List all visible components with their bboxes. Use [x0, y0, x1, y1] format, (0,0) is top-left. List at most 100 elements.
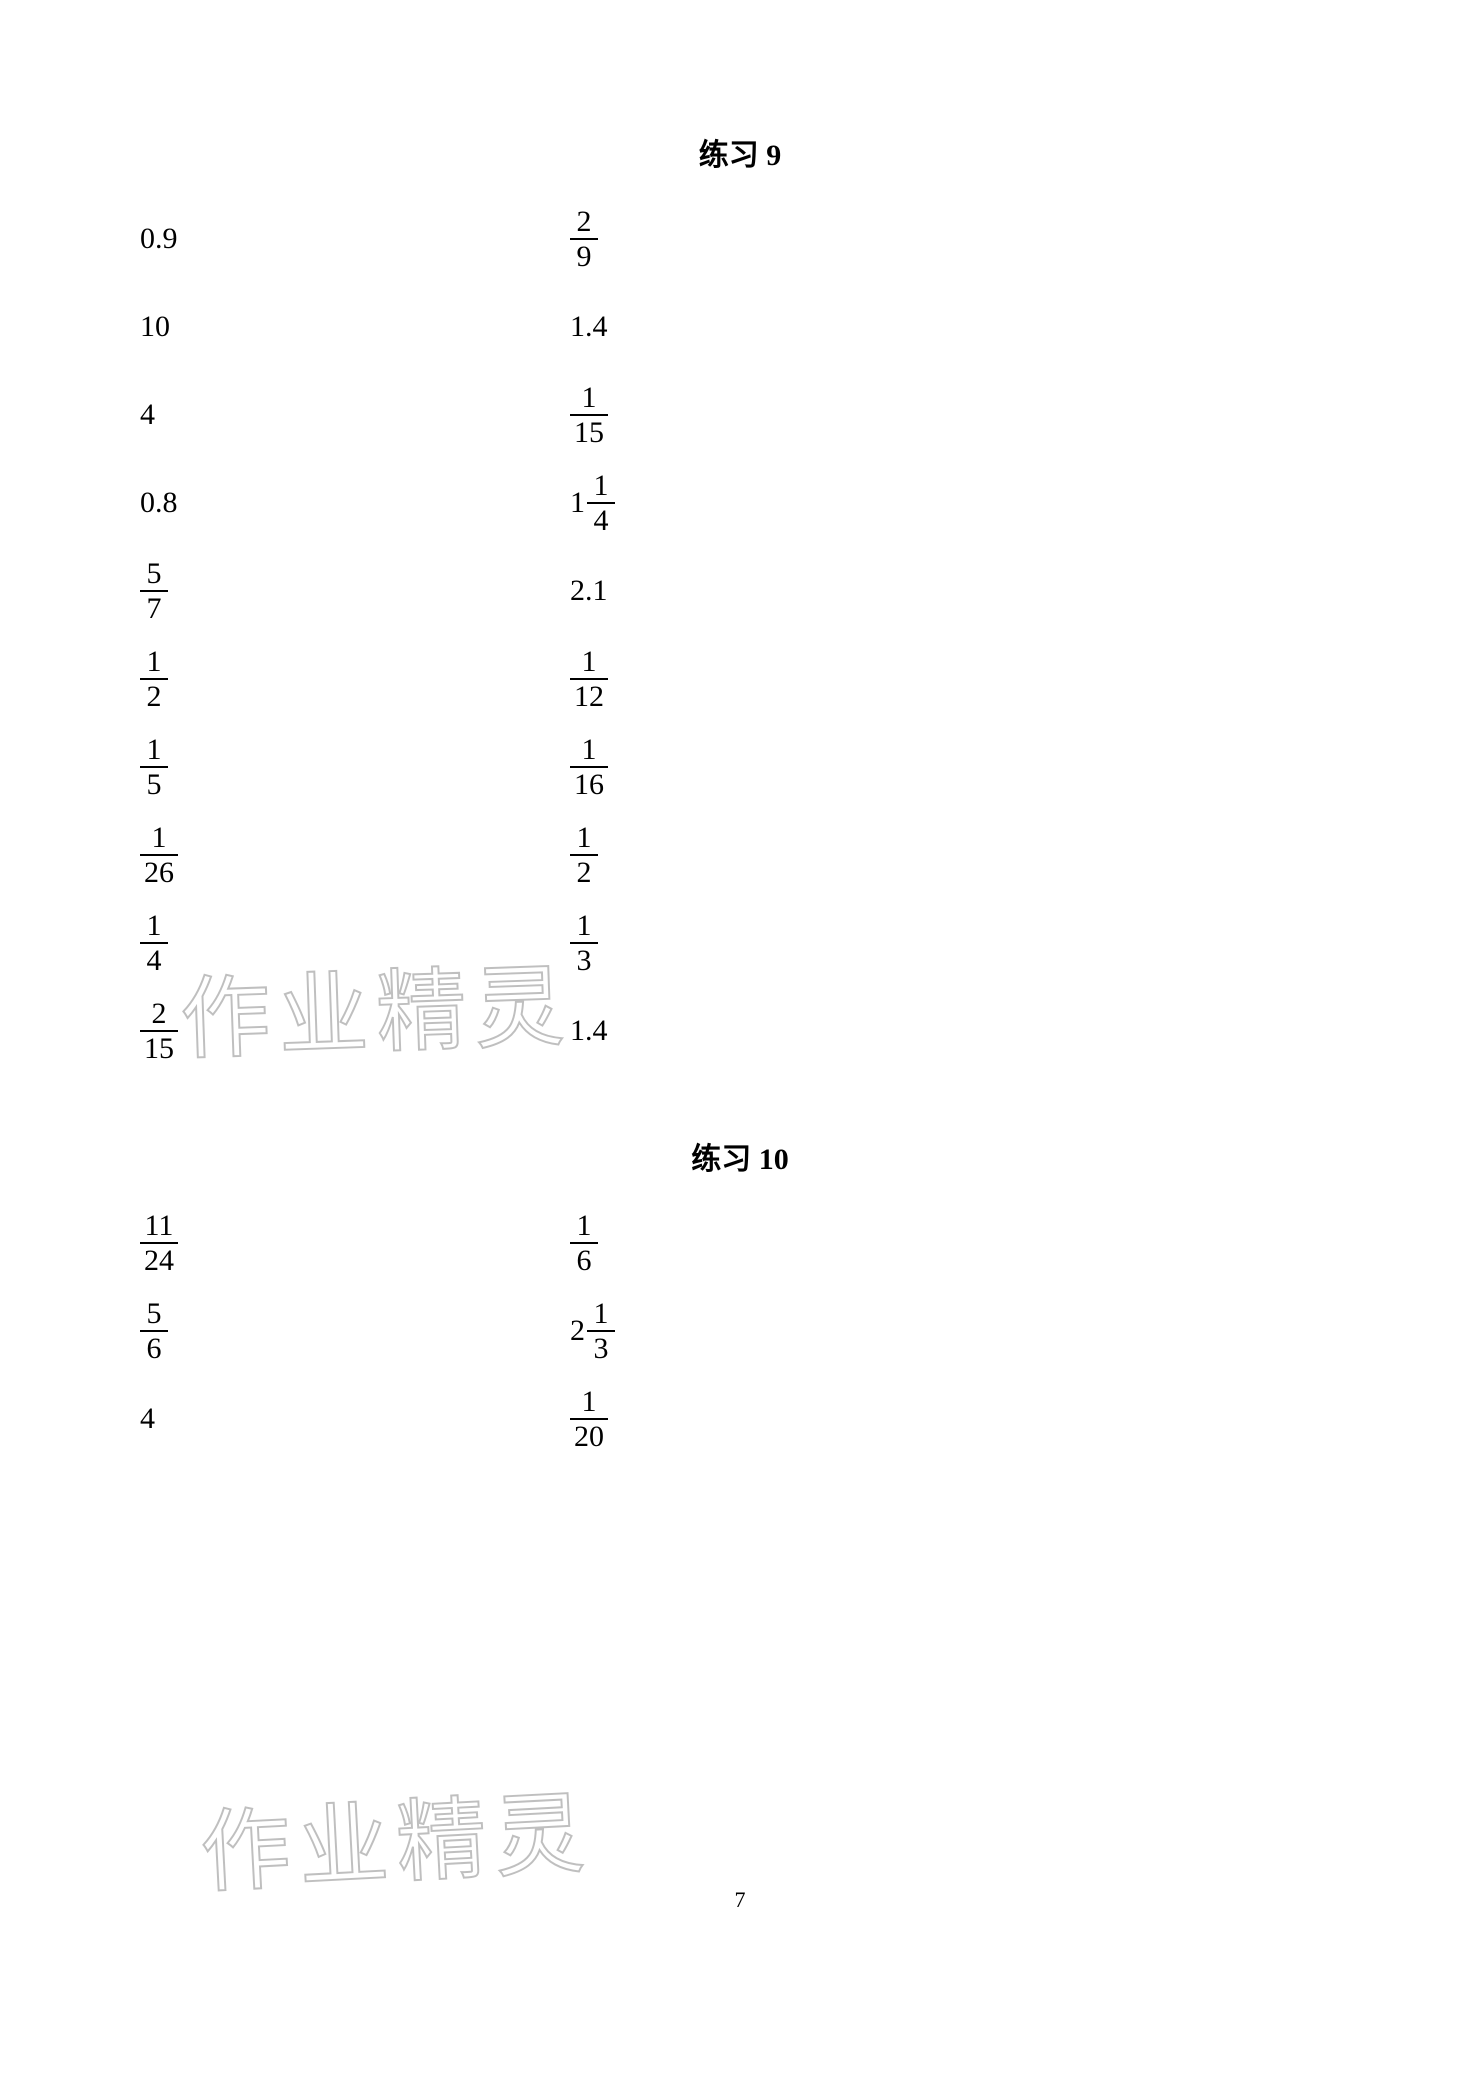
answer-row: 4 1 20	[140, 1384, 1340, 1454]
answer-fraction: 1 6	[570, 1209, 598, 1277]
fraction-numerator: 1	[143, 645, 166, 678]
answer-value: 1.4	[570, 310, 608, 344]
answer-fraction: 1 16	[570, 733, 608, 801]
answer-row: 10 1.4	[140, 292, 1340, 362]
answer-col-right: 1 6	[570, 1209, 598, 1277]
answer-col-right: 1 20	[570, 1385, 608, 1453]
answer-fraction: 1 20	[570, 1385, 608, 1453]
page-number: 7	[735, 1887, 746, 1913]
mixed-whole: 1	[570, 486, 585, 520]
answer-col-right: 1 12	[570, 645, 608, 713]
fraction-numerator: 11	[141, 1209, 178, 1242]
answer-col-left: 11 24	[140, 1209, 570, 1277]
fraction-numerator: 5	[143, 1297, 166, 1330]
answer-col-left: 5 6	[140, 1297, 570, 1365]
section-title-2: 练习 10	[140, 1134, 1340, 1178]
fraction-numerator: 1	[148, 821, 171, 854]
fraction-numerator: 1	[143, 909, 166, 942]
answer-row: 1 5 1 16	[140, 732, 1340, 802]
answer-col-right: 1 1 4	[570, 469, 615, 537]
fraction-numerator: 5	[143, 557, 166, 590]
answer-mixed-number: 1 1 4	[570, 469, 615, 537]
answer-value: 4	[140, 398, 155, 432]
mixed-fraction: 1 3	[587, 1297, 615, 1365]
watermark-2: 作业精灵	[197, 1760, 595, 1910]
answer-fraction: 1 5	[140, 733, 168, 801]
answer-fraction: 1 3	[570, 909, 598, 977]
answer-fraction: 2 9	[570, 205, 598, 273]
fraction-denominator: 3	[573, 944, 596, 977]
answer-fraction: 1 15	[570, 381, 608, 449]
fraction-denominator: 15	[140, 1032, 178, 1065]
mixed-whole: 2	[570, 1314, 585, 1348]
mixed-fraction: 1 4	[587, 469, 615, 537]
answer-col-left: 1 2	[140, 645, 570, 713]
answer-row: 5 7 2.1	[140, 556, 1340, 626]
section-spacer	[0, 1084, 1480, 1134]
fraction-numerator: 1	[573, 1209, 596, 1242]
answer-row: 0.8 1 1 4	[140, 468, 1340, 538]
answer-row: 1 2 1 12	[140, 644, 1340, 714]
answer-fraction: 1 4	[140, 909, 168, 977]
answer-col-left: 1 5	[140, 733, 570, 801]
fraction-numerator: 1	[578, 381, 601, 414]
fraction-denominator: 9	[573, 240, 596, 273]
answer-value: 2.1	[570, 574, 608, 608]
answer-fraction: 5 7	[140, 557, 168, 625]
answer-value: 1.4	[570, 1014, 608, 1048]
exercise-section-2: 练习 10 11 24 1 6 5 6 2 1 3 4	[0, 1134, 1480, 1454]
fraction-denominator: 5	[143, 768, 166, 801]
answer-col-left: 2 15	[140, 997, 570, 1065]
fraction-denominator: 24	[140, 1244, 178, 1277]
fraction-numerator: 1	[578, 1385, 601, 1418]
answer-row: 0.9 2 9	[140, 204, 1340, 274]
answer-mixed-number: 2 1 3	[570, 1297, 615, 1365]
answer-col-right: 2.1	[570, 574, 608, 608]
answer-col-left: 4	[140, 398, 570, 432]
answer-col-right: 1 2	[570, 821, 598, 889]
answer-fraction: 2 15	[140, 997, 178, 1065]
answer-fraction: 1 2	[140, 645, 168, 713]
answer-value: 0.8	[140, 486, 178, 520]
answer-col-left: 0.9	[140, 222, 570, 256]
fraction-numerator: 2	[148, 997, 171, 1030]
fraction-denominator: 6	[573, 1244, 596, 1277]
fraction-numerator: 1	[573, 821, 596, 854]
answer-col-left: 4	[140, 1402, 570, 1436]
answer-rows-2: 11 24 1 6 5 6 2 1 3 4 1	[140, 1208, 1340, 1454]
fraction-denominator: 12	[570, 680, 608, 713]
answer-col-left: 5 7	[140, 557, 570, 625]
fraction-denominator: 3	[590, 1332, 613, 1365]
answer-col-right: 1 3	[570, 909, 598, 977]
fraction-denominator: 7	[143, 592, 166, 625]
answer-row: 5 6 2 1 3	[140, 1296, 1340, 1366]
answer-col-left: 1 26	[140, 821, 570, 889]
answer-col-right: 1.4	[570, 1014, 608, 1048]
answer-fraction: 1 26	[140, 821, 178, 889]
answer-col-right: 2 9	[570, 205, 598, 273]
answer-row: 1 4 1 3	[140, 908, 1340, 978]
fraction-denominator: 4	[590, 504, 613, 537]
answer-col-right: 1.4	[570, 310, 608, 344]
answer-fraction: 5 6	[140, 1297, 168, 1365]
exercise-section-1: 练习 9 0.9 2 9 10 1.4 4 1 15 0.8 1 1 4	[0, 130, 1480, 1066]
fraction-denominator: 26	[140, 856, 178, 889]
answer-fraction: 1 2	[570, 821, 598, 889]
fraction-numerator: 1	[578, 733, 601, 766]
answer-value: 0.9	[140, 222, 178, 256]
answer-fraction: 1 12	[570, 645, 608, 713]
answer-col-left: 1 4	[140, 909, 570, 977]
answer-col-right: 1 15	[570, 381, 608, 449]
answer-value: 4	[140, 1402, 155, 1436]
fraction-denominator: 16	[570, 768, 608, 801]
answer-row: 2 15 1.4	[140, 996, 1340, 1066]
fraction-numerator: 1	[578, 645, 601, 678]
fraction-numerator: 1	[143, 733, 166, 766]
answer-col-left: 10	[140, 310, 570, 344]
fraction-denominator: 2	[573, 856, 596, 889]
fraction-numerator: 1	[590, 1297, 613, 1330]
fraction-denominator: 6	[143, 1332, 166, 1365]
fraction-numerator: 1	[573, 909, 596, 942]
answer-fraction: 11 24	[140, 1209, 178, 1277]
answer-col-left: 0.8	[140, 486, 570, 520]
